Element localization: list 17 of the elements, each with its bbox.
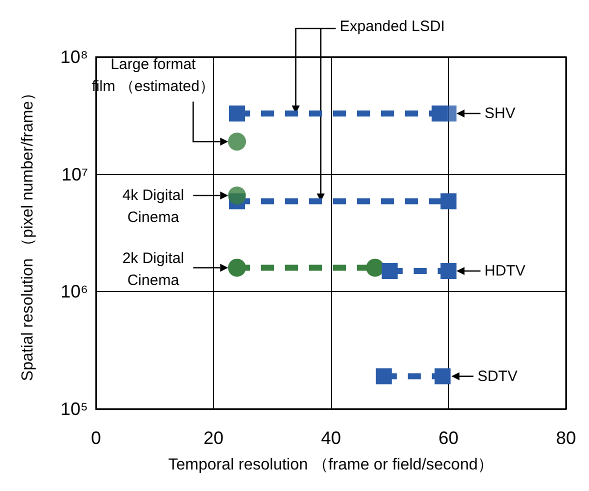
x-tick-label: 40 — [320, 428, 342, 448]
annotation: Expanded LSDI — [340, 18, 445, 35]
y-tick-label: 10⁵ — [60, 399, 88, 419]
annotation: SHV — [484, 104, 516, 122]
x-tick-label: 60 — [438, 428, 459, 448]
y-tick-label: 10⁸ — [60, 47, 88, 67]
x-tick-label: 20 — [203, 428, 224, 448]
y-tick-label: 10⁶ — [60, 282, 88, 302]
y-axis-title: Spatial resolution （pixel number/frame） — [20, 84, 36, 382]
x-tick-label: 0 — [90, 428, 102, 448]
y-tick-label: 10⁷ — [61, 164, 88, 184]
annotation: 4k Digital Cinema — [122, 187, 184, 226]
annotation: SDTV — [477, 368, 518, 385]
x-axis-title: Temporal resolution （frame or field/second） — [168, 456, 494, 474]
annotation: HDTV — [484, 262, 526, 280]
annotation: 2k Digital Cinema — [122, 250, 184, 290]
x-tick-label: 80 — [556, 428, 576, 448]
